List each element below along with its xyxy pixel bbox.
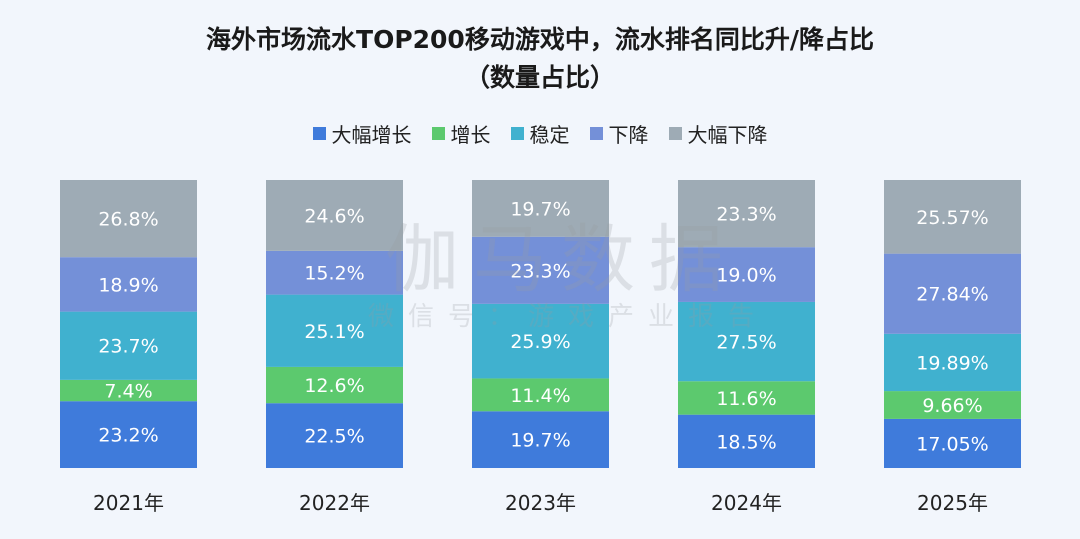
data-label: 18.5%: [716, 431, 776, 453]
data-label: 19.0%: [716, 265, 776, 287]
legend-label: 下降: [608, 123, 649, 147]
x-tick-label: 2022年: [299, 491, 370, 515]
chart-subtitle: （数量占比）: [464, 63, 615, 92]
legend-item: 下降: [589, 119, 649, 148]
legend-label: 稳定: [529, 123, 570, 147]
bar-segment: [266, 294, 403, 367]
legend-label: 增长: [450, 123, 491, 147]
bar-segment: [60, 311, 197, 380]
bar-segment: [472, 180, 609, 237]
bar-segment: [60, 180, 197, 258]
legend-swatch: [589, 127, 603, 140]
data-label: 11.4%: [510, 385, 570, 407]
bar-segment: [678, 381, 815, 415]
x-tick-label: 2025年: [917, 491, 988, 515]
data-label: 25.9%: [510, 331, 570, 353]
data-label: 25.57%: [916, 207, 988, 229]
chart-title: 海外市场流水TOP200移动游戏中，流水排名同比升/降占比: [206, 25, 874, 54]
legend-swatch: [431, 127, 445, 140]
bar-segment: [60, 401, 197, 468]
bar-segment: [472, 303, 609, 379]
bar-segment: [884, 333, 1021, 392]
data-label: 18.9%: [98, 274, 158, 296]
legend-item: 稳定: [510, 119, 570, 148]
data-label: 27.5%: [716, 332, 776, 354]
bar-segment: [884, 391, 1021, 419]
data-label: 7.4%: [104, 381, 152, 403]
bar-segment: [472, 236, 609, 304]
legend-label: 大幅下降: [687, 123, 768, 147]
data-label: 25.1%: [304, 321, 364, 343]
data-label: 15.2%: [304, 263, 364, 285]
bar-segment: [884, 180, 1021, 254]
bar-segment: [678, 247, 815, 302]
data-label: 23.3%: [716, 204, 776, 226]
bar-segment: [266, 180, 403, 251]
data-label: 23.2%: [98, 425, 158, 447]
legend-item: 大幅增长: [312, 119, 412, 148]
x-tick-label: 2021年: [93, 491, 164, 515]
bar-segment: [678, 180, 815, 248]
data-label: 22.5%: [304, 426, 364, 448]
bar-segment: [266, 366, 403, 404]
data-label: 11.6%: [716, 388, 776, 410]
bar-segment: [472, 378, 609, 412]
legend-swatch: [312, 127, 326, 140]
bar-segment: [266, 250, 403, 295]
data-label: 9.66%: [922, 395, 982, 417]
x-tick-label: 2023年: [505, 491, 576, 515]
legend: 大幅增长 增长 稳定 下降 大幅下降: [0, 119, 1080, 148]
x-tick-label: 2024年: [711, 491, 782, 515]
bar-segment: [472, 411, 609, 468]
bar-segment: [266, 403, 403, 468]
data-label: 17.05%: [916, 433, 988, 455]
legend-item: 增长: [431, 119, 491, 148]
bar-segment: [884, 418, 1021, 468]
legend-swatch: [510, 127, 524, 140]
bar-segment: [678, 301, 815, 382]
data-label: 24.6%: [304, 205, 364, 227]
data-label: 19.7%: [510, 430, 570, 452]
bar-segment: [60, 379, 197, 402]
bar-segment: [60, 257, 197, 312]
data-label: 19.7%: [510, 198, 570, 220]
data-label: 23.7%: [98, 336, 158, 358]
data-label: 23.3%: [510, 260, 570, 282]
legend-swatch: [668, 127, 682, 140]
data-label: 12.6%: [304, 375, 364, 397]
data-label: 26.8%: [98, 209, 158, 231]
bar-segment: [884, 253, 1021, 334]
data-label: 19.89%: [916, 352, 988, 374]
bar-segment: [678, 414, 815, 468]
data-label: 27.84%: [916, 284, 988, 306]
legend-item: 大幅下降: [668, 119, 768, 148]
legend-label: 大幅增长: [331, 123, 412, 147]
